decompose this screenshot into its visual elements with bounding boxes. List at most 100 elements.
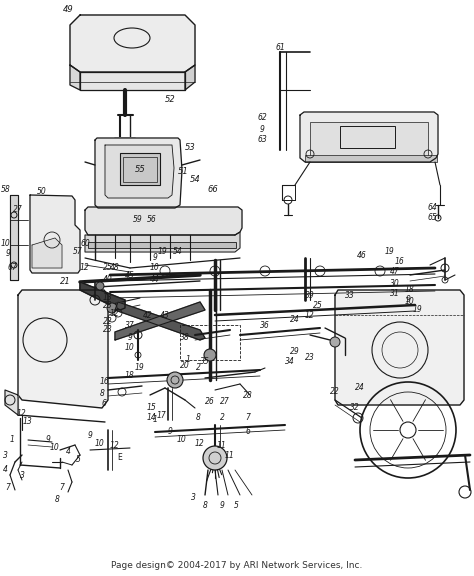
Text: 22: 22 [103,317,113,327]
Text: 10: 10 [50,444,60,453]
Polygon shape [85,232,240,252]
Text: 12: 12 [195,439,205,449]
Text: 5: 5 [234,501,238,510]
Text: 7: 7 [246,414,250,423]
Bar [123,157,157,182]
Bar [88,242,236,248]
Text: 9: 9 [260,126,264,135]
Text: 16: 16 [100,377,110,386]
Text: 9: 9 [88,430,92,439]
Text: 19: 19 [385,248,395,256]
Text: 35: 35 [200,358,210,366]
Text: 12: 12 [80,263,90,272]
Text: 5: 5 [75,456,81,464]
Text: 11: 11 [217,441,227,449]
Text: 13: 13 [23,418,33,426]
Text: 29: 29 [290,347,300,357]
Text: 23: 23 [103,325,113,335]
Text: 10: 10 [405,297,415,306]
Bar [310,122,428,157]
Text: 62: 62 [257,113,267,123]
Text: 13: 13 [103,294,113,302]
Text: 36: 36 [260,320,270,329]
Text: 19: 19 [413,305,423,314]
Text: 1: 1 [185,355,191,365]
Text: 21: 21 [60,278,70,286]
Polygon shape [70,65,80,90]
Text: 9: 9 [406,295,410,305]
Bar [305,155,437,162]
Polygon shape [30,195,80,273]
Text: 28: 28 [243,391,253,400]
Text: 1: 1 [9,435,14,445]
Polygon shape [5,390,18,415]
Polygon shape [32,238,62,268]
Text: 61: 61 [275,43,285,51]
Text: 3: 3 [19,471,25,479]
Circle shape [204,349,216,361]
Text: 34: 34 [285,357,295,366]
Text: 7: 7 [60,483,64,492]
Polygon shape [80,72,185,90]
Polygon shape [185,65,195,90]
Text: 26: 26 [205,397,215,407]
Text: 67: 67 [7,263,17,272]
Bar [120,153,160,185]
Text: 12: 12 [17,408,27,418]
Text: 37: 37 [125,321,135,331]
Text: 10: 10 [125,343,135,353]
Text: 7: 7 [6,483,10,492]
Text: 12: 12 [305,310,315,320]
Text: 8: 8 [55,495,59,505]
Text: 56: 56 [147,215,157,225]
Polygon shape [18,290,108,408]
Text: 58: 58 [1,185,11,195]
Polygon shape [300,112,438,162]
Text: 3: 3 [2,450,8,460]
Text: 44: 44 [150,275,160,285]
Text: E: E [118,453,122,461]
Text: 60: 60 [80,240,90,248]
Text: 32: 32 [350,404,360,412]
Text: 11: 11 [225,450,235,460]
Text: 33: 33 [345,291,355,301]
Polygon shape [115,302,205,340]
Text: 51: 51 [178,168,188,176]
Text: 12: 12 [110,441,120,449]
Text: 15: 15 [147,404,157,412]
Text: 8: 8 [202,501,208,510]
Text: 24: 24 [290,316,300,324]
Circle shape [330,337,340,347]
Text: Page design© 2004-2017 by ARI Network Services, Inc.: Page design© 2004-2017 by ARI Network Se… [111,560,363,570]
Text: 4: 4 [2,465,8,475]
Text: 12: 12 [110,309,120,319]
Text: 63: 63 [257,135,267,145]
Text: 22: 22 [330,388,340,396]
Text: 31: 31 [390,289,400,297]
Text: 55: 55 [135,165,146,175]
Circle shape [167,372,183,388]
Polygon shape [70,15,195,72]
Text: 59: 59 [133,215,143,225]
Text: 3: 3 [191,494,195,502]
Text: 39: 39 [305,291,315,301]
Text: 65: 65 [427,214,437,222]
Text: 27: 27 [13,206,23,214]
Circle shape [96,282,104,290]
Text: 2: 2 [219,414,224,423]
Text: 17: 17 [157,411,167,420]
Text: 9: 9 [153,253,157,263]
Text: 23: 23 [103,301,113,310]
Text: 9: 9 [168,427,173,437]
Text: 16: 16 [395,257,405,267]
Text: 64: 64 [427,203,437,213]
Text: 25: 25 [313,301,323,309]
Text: 49: 49 [63,6,73,14]
Text: 47: 47 [390,267,400,276]
Text: 10: 10 [177,435,187,445]
Polygon shape [105,145,174,198]
Text: 9: 9 [219,501,224,510]
Text: 23: 23 [305,354,315,362]
Text: 14: 14 [147,414,157,423]
Polygon shape [115,302,205,340]
